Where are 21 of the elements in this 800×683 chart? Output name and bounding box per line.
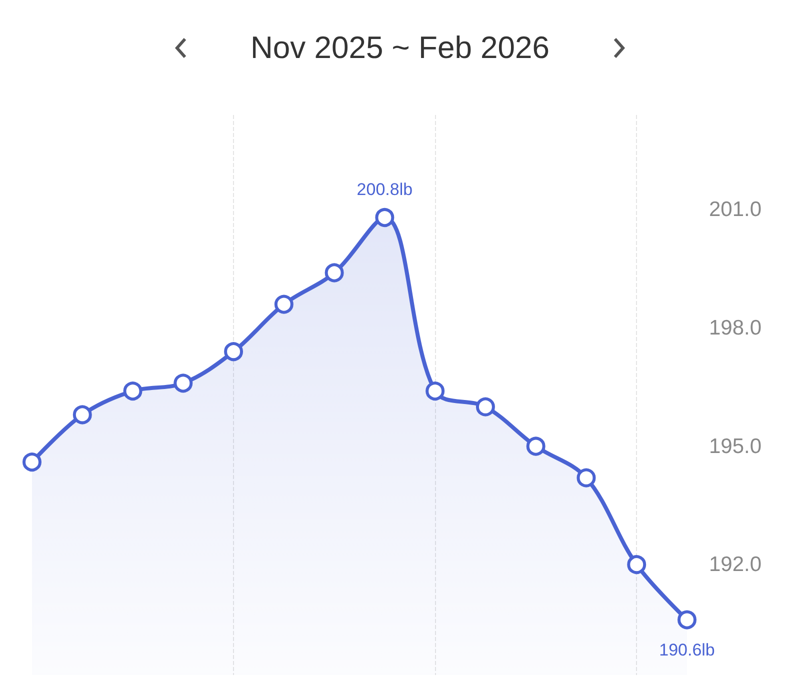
point (526, 436, 546, 456)
point (174, 374, 193, 393)
point (123, 382, 142, 401)
point (678, 610, 696, 630)
point (476, 397, 495, 416)
data-label: 190.6lb (659, 640, 715, 660)
point (627, 555, 646, 574)
data-label: 200.8lb (356, 180, 413, 200)
point (274, 294, 294, 314)
y-tick-label: 201.0 (709, 198, 762, 222)
point (426, 382, 445, 401)
point (375, 208, 394, 228)
y-tick-label: 192.0 (709, 553, 762, 576)
point (324, 263, 344, 282)
point (22, 452, 42, 472)
y-tick-label: 195.0 (709, 434, 762, 458)
point (224, 342, 244, 362)
point (576, 468, 596, 488)
point (72, 405, 92, 424)
chart-title: Nov 2025 ~ Feb 2026 (250, 30, 550, 66)
y-tick-label: 198.0 (709, 316, 762, 340)
